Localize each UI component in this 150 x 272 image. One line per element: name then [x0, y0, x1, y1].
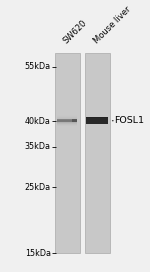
- Bar: [57, 119, 77, 120]
- Text: 35kDa: 35kDa: [25, 142, 51, 151]
- Bar: [57, 118, 77, 119]
- Text: 25kDa: 25kDa: [25, 183, 51, 192]
- Bar: [57, 120, 77, 122]
- Bar: [85, 53, 110, 253]
- Bar: [57, 122, 77, 124]
- Bar: [57, 124, 77, 125]
- Bar: [57, 119, 77, 122]
- Bar: [57, 125, 77, 126]
- Text: Mouse liver: Mouse liver: [92, 5, 132, 45]
- Bar: [57, 116, 77, 118]
- Bar: [86, 117, 108, 118]
- Text: SW620: SW620: [62, 18, 89, 45]
- Bar: [86, 117, 108, 124]
- Bar: [57, 123, 77, 125]
- Bar: [72, 119, 77, 122]
- Bar: [57, 115, 77, 117]
- Text: FOSL1: FOSL1: [115, 116, 145, 125]
- Text: 40kDa: 40kDa: [25, 117, 51, 126]
- Text: 55kDa: 55kDa: [25, 62, 51, 71]
- Bar: [57, 119, 77, 121]
- Bar: [55, 53, 80, 253]
- Bar: [57, 117, 77, 119]
- Bar: [57, 121, 77, 123]
- Text: 15kDa: 15kDa: [25, 249, 51, 258]
